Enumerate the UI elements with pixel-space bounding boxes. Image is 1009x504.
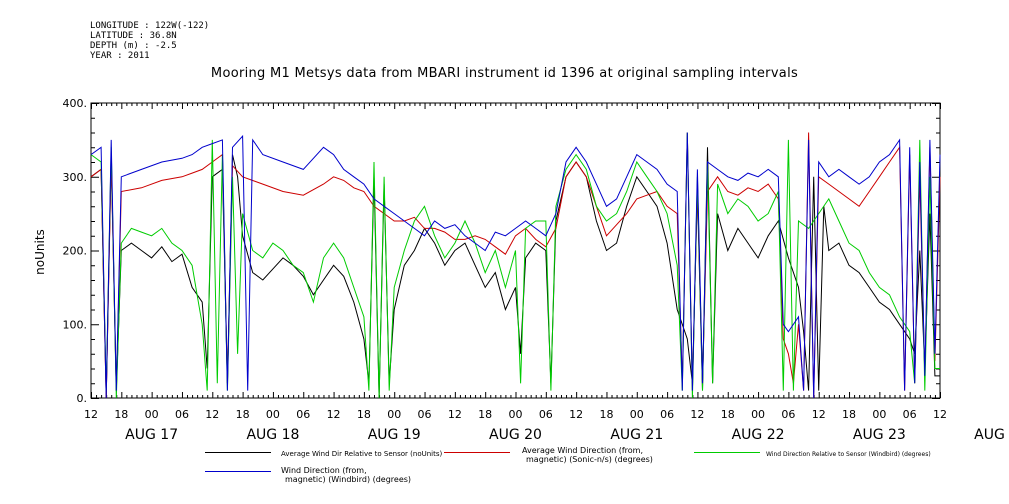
x-tick-label: 12 xyxy=(448,408,462,421)
day-label: AUG 17 xyxy=(125,427,178,443)
x-tick-label: 06 xyxy=(903,408,917,421)
legend-label-red-2: magnetic) (Sonic-n/s) (degrees) xyxy=(526,455,653,464)
legend-swatch-red xyxy=(444,452,510,453)
x-tick-label: 18 xyxy=(721,408,735,421)
x-tick-label: 12 xyxy=(569,408,583,421)
legend-label-blue-1: Wind Direction (from, xyxy=(281,466,367,475)
day-label: AUG 22 xyxy=(732,427,785,443)
x-tick-label: 18 xyxy=(357,408,371,421)
legend-swatch-black xyxy=(205,452,271,453)
x-tick-label: 00 xyxy=(630,408,644,421)
day-label: AUG 19 xyxy=(368,427,421,443)
year-text: YEAR : 2011 xyxy=(90,51,150,61)
x-tick-label: 18 xyxy=(236,408,250,421)
x-tick-label: 12 xyxy=(84,408,98,421)
x-tick-label: 18 xyxy=(478,408,492,421)
series-line-1 xyxy=(90,132,941,399)
y-tick-label: 100. xyxy=(63,318,88,331)
series-line-3 xyxy=(90,132,941,399)
x-tick-label: 12 xyxy=(933,408,947,421)
y-tick-label: 200. xyxy=(63,245,88,258)
x-tick-label: 00 xyxy=(387,408,401,421)
metadata-block: LONGITUDE : 122W(-122) LATITUDE : 36.8N … xyxy=(90,21,209,61)
legend-label-black: Average Wind Dir Relative to Sensor (noU… xyxy=(281,450,443,458)
x-tick-label: 06 xyxy=(539,408,553,421)
x-tick-label: 12 xyxy=(690,408,704,421)
day-label: AUG 20 xyxy=(489,427,542,443)
x-tick-label: 12 xyxy=(327,408,341,421)
day-label: AUG 24 xyxy=(974,427,1009,443)
chart-title: Mooring M1 Metsys data from MBARI instru… xyxy=(210,66,799,81)
y-axis-label: noUnits xyxy=(33,229,47,275)
x-tick-label: 06 xyxy=(175,408,189,421)
x-tick-label: 12 xyxy=(205,408,219,421)
x-tick-label: 18 xyxy=(599,408,613,421)
x-tick-label: 00 xyxy=(509,408,523,421)
series-line-2 xyxy=(90,132,940,399)
x-tick-label: 00 xyxy=(872,408,886,421)
x-tick-label: 00 xyxy=(266,408,280,421)
legend-label-blue-2: magnetic) (Windbird) (degrees) xyxy=(285,475,412,484)
day-label: AUG 21 xyxy=(610,427,663,443)
x-tick-label: 06 xyxy=(296,408,310,421)
series-group xyxy=(90,132,941,399)
day-label: AUG 18 xyxy=(246,427,299,443)
legend-label-red-1: Average Wind Direction (from, xyxy=(522,446,644,455)
x-tick-label: 06 xyxy=(781,408,795,421)
x-tick-label: 00 xyxy=(145,408,159,421)
x-tick-label: 06 xyxy=(660,408,674,421)
latitude-text: LATITUDE : 36.8N xyxy=(90,31,177,41)
x-tick-label: 18 xyxy=(114,408,128,421)
longitude-text: LONGITUDE : 122W(-122) xyxy=(90,21,210,31)
legend-swatch-green xyxy=(694,452,760,453)
axes-group: 12 18 00 06 12 18 00 06 12 18 00 06 12 18 00 06 12 18 00 06… xyxy=(63,97,1009,443)
x-tick-label: 12 xyxy=(812,408,826,421)
y-tick-label: 0. xyxy=(77,392,88,405)
legend-label-green: Wind Direction Relative to Sensor (Windb… xyxy=(766,451,931,458)
x-tick-label: 18 xyxy=(842,408,856,421)
depth-text: DEPTH (m) : -2.5 xyxy=(90,41,177,51)
y-tick-label: 400. xyxy=(63,97,88,110)
legend-swatch-blue xyxy=(205,471,271,472)
x-tick-label: 06 xyxy=(418,408,432,421)
x-tick-label: 00 xyxy=(751,408,765,421)
day-label: AUG 23 xyxy=(853,427,906,443)
y-tick-label: 300. xyxy=(63,171,88,184)
